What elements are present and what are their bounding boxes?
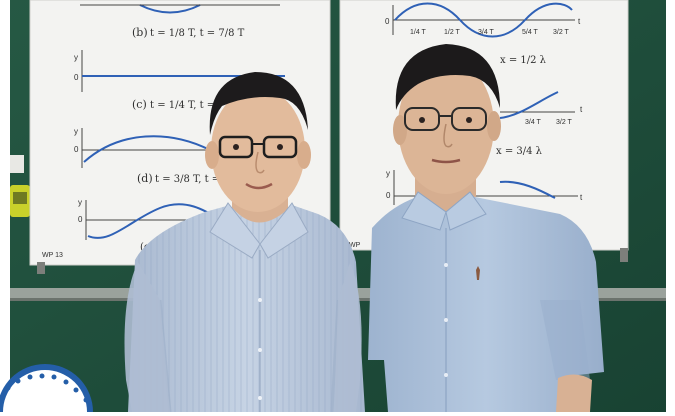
right-axis-t-2: t: [580, 105, 583, 114]
right-axis-0-1: 0: [385, 17, 390, 26]
left-caption-b-text: t = 1/8 T, t = 7/8 T: [150, 28, 245, 39]
right-tick-5: 3/2 T: [553, 29, 570, 36]
left-caption-d-text: t = 3/8 T, t = 5/8: [155, 174, 239, 185]
left-caption-b: (b): [132, 26, 148, 39]
right-tick-2: 1/2 T: [444, 29, 461, 36]
left-axis-0-1: 0: [74, 73, 79, 82]
left-caption-d: (d): [137, 172, 153, 185]
right-caption-2: x = 3/4 λ: [496, 146, 543, 157]
right-axis-t-3: t: [580, 193, 583, 202]
person-left: [128, 72, 365, 413]
right-poster-footer: WP: [349, 242, 361, 249]
wall-switch: [10, 155, 24, 173]
right-axis-0-2: 0: [386, 191, 391, 200]
left-poster-footer: WP 13: [42, 252, 63, 259]
left-axis-0-2: 0: [74, 145, 79, 154]
right-axis-t-1: t: [578, 17, 581, 26]
right-tick-6: 3/4 T: [525, 119, 542, 126]
shirt-logo-icon: [476, 266, 480, 280]
right-tick-1: 1/4 T: [410, 29, 427, 36]
right-tick-4: 5/4 T: [522, 29, 539, 36]
right-tick-7: 3/2 T: [556, 119, 573, 126]
left-caption-c: (c): [132, 98, 147, 111]
person-right: [368, 44, 604, 412]
left-axis-y-2: y: [74, 127, 78, 136]
logo-ring-icon: [0, 364, 93, 413]
right-axis-y-2: y: [386, 169, 390, 178]
left-axis-0-3: 0: [78, 215, 83, 224]
right-caption-1: x = 1/2 λ: [500, 55, 547, 66]
right-tick-3: 3/4 T: [478, 29, 495, 36]
left-axis-y-1: y: [74, 53, 78, 62]
left-axis-y-3: y: [78, 198, 82, 207]
left-caption-c-text: t = 1/4 T, t =: [150, 100, 215, 111]
